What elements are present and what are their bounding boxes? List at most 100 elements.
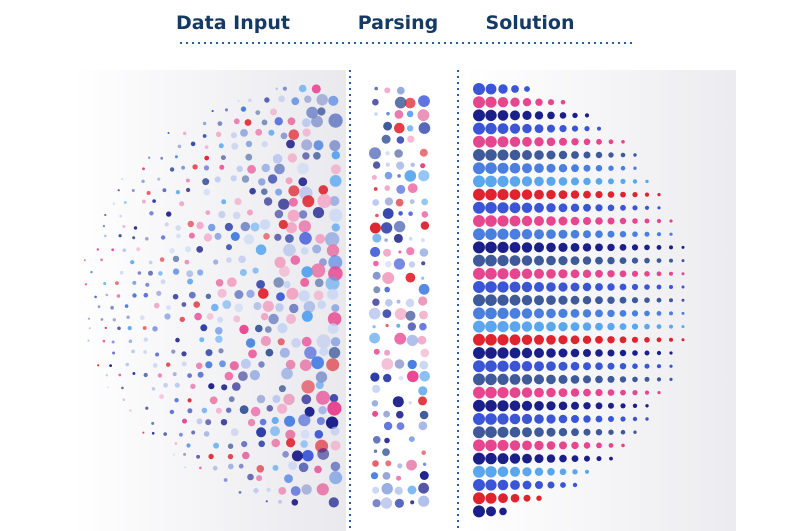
dot [497,228,509,240]
dot [317,448,330,460]
dot [87,317,90,320]
dot [406,334,419,347]
dot [260,335,271,347]
dot [571,125,579,132]
dot [558,308,568,318]
dot [137,271,142,275]
dot [656,297,662,303]
dot [329,175,342,187]
dot [418,396,427,406]
dot [497,175,509,187]
dot [570,309,580,318]
dot [286,314,296,324]
dot [619,323,627,330]
dot [232,211,241,220]
dot [657,206,661,210]
dot [534,216,544,226]
dot [595,402,603,410]
dot [227,463,234,470]
dot [148,156,151,159]
dot [620,152,626,158]
dot [290,255,301,265]
dot [264,326,272,333]
dot [164,313,171,320]
dot [240,106,247,112]
dot [329,208,343,222]
dot [327,401,342,416]
dot [596,442,602,449]
dot [681,311,685,315]
dot [645,179,649,184]
dot [318,406,327,415]
dot [298,210,308,219]
dot [632,205,638,211]
dot [546,387,556,398]
dot [205,361,213,369]
dot [250,406,261,417]
dot [521,202,533,213]
dot [583,375,591,384]
dot [546,414,556,424]
dot [473,201,485,214]
dot [509,387,521,398]
dot [509,215,521,227]
dot [204,155,210,161]
dot [253,488,259,494]
dot [681,272,685,276]
dot [534,334,544,345]
dot [570,256,580,265]
dot [509,242,521,253]
dot [559,137,567,146]
dot [473,347,485,359]
dot [522,440,532,451]
dot [264,97,270,103]
dot [148,270,153,276]
dot [473,333,485,346]
dot [262,300,274,312]
dot [383,248,392,257]
dot [105,293,109,297]
dot [534,255,544,266]
dot [509,123,521,134]
dot [261,141,268,148]
dot [631,297,639,304]
dot [247,164,256,174]
dot [485,294,497,307]
dot [497,202,509,214]
dot [681,338,685,342]
dot [583,349,591,357]
dot [509,413,521,425]
dot [372,499,381,508]
dot [644,205,650,210]
dot [239,269,247,276]
dot [473,452,485,465]
dot [582,335,592,344]
dot [473,175,485,188]
dot [110,305,114,310]
dot [151,387,156,391]
dot [233,315,241,323]
dot [163,432,167,436]
dot [298,177,308,187]
dot [570,335,580,345]
dot [534,176,544,187]
dot [311,356,324,370]
dot [485,400,497,412]
dot [669,219,673,223]
dot [316,417,325,425]
dot [595,349,603,357]
dot [420,221,430,230]
dot [522,136,532,147]
dot [283,243,296,257]
dot [255,110,261,115]
dot [632,218,638,224]
dot [300,277,310,287]
dot [217,121,223,126]
dot [315,233,326,244]
dot [373,436,381,444]
dot [314,278,324,288]
dot [369,147,381,160]
dot [546,242,556,253]
dot [656,364,662,369]
dot [656,258,662,263]
